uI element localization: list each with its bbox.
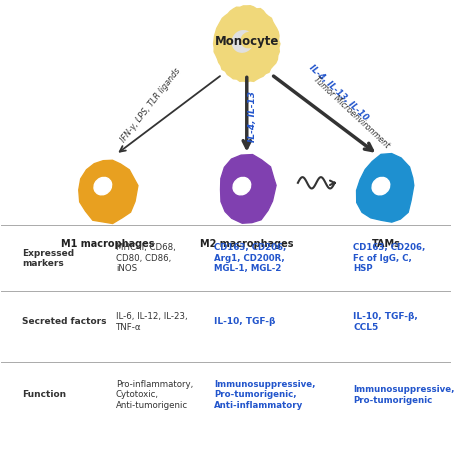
- Text: M1 macrophages: M1 macrophages: [61, 239, 155, 249]
- Text: IL-10, TGF-β,
CCL5: IL-10, TGF-β, CCL5: [353, 312, 418, 331]
- Ellipse shape: [232, 31, 253, 52]
- Text: Pro-inflammatory,
Cytotoxic,
Anti-tumorigenic: Pro-inflammatory, Cytotoxic, Anti-tumori…: [116, 380, 193, 410]
- Polygon shape: [214, 6, 280, 82]
- Ellipse shape: [372, 177, 390, 195]
- Text: IL-4, IL-13: IL-4, IL-13: [248, 91, 257, 142]
- Text: Function: Function: [22, 391, 66, 400]
- Text: IL-10, TGF-β: IL-10, TGF-β: [214, 317, 275, 326]
- Ellipse shape: [241, 32, 256, 48]
- Ellipse shape: [233, 177, 251, 195]
- Ellipse shape: [94, 177, 112, 195]
- Text: TAMs: TAMs: [372, 239, 400, 249]
- Polygon shape: [356, 154, 414, 222]
- Text: M2 macrophages: M2 macrophages: [200, 239, 293, 249]
- Text: Tumor Microenvironment: Tumor Microenvironment: [311, 74, 391, 150]
- Text: Immunosuppressive,
Pro-tumorigenic,
Anti-inflammatory: Immunosuppressive, Pro-tumorigenic, Anti…: [214, 380, 316, 410]
- Polygon shape: [79, 160, 138, 224]
- Text: Immunosuppressive,
Pro-tumorigenic: Immunosuppressive, Pro-tumorigenic: [353, 385, 455, 405]
- Text: Expressed
markers: Expressed markers: [22, 248, 74, 268]
- Text: IFN-γ, LPS, TLR ligands: IFN-γ, LPS, TLR ligands: [119, 66, 182, 144]
- Text: CD163, CD206,
Fc of IgG, C,
HSP: CD163, CD206, Fc of IgG, C, HSP: [353, 243, 426, 273]
- Text: CD163, CD206,
Arg1, CD200R,
MGL-1, MGL-2: CD163, CD206, Arg1, CD200R, MGL-1, MGL-2: [214, 243, 286, 273]
- Text: Monocyte: Monocyte: [215, 35, 279, 48]
- Text: Secreted factors: Secreted factors: [22, 317, 106, 326]
- Text: IL-4, IL-13, IL-10: IL-4, IL-13, IL-10: [308, 64, 370, 123]
- Text: IL-6, IL-12, IL-23,
TNF-α: IL-6, IL-12, IL-23, TNF-α: [116, 312, 188, 331]
- Polygon shape: [220, 155, 276, 223]
- Text: MHC-II, CD68,
CD80, CD86,
iNOS: MHC-II, CD68, CD80, CD86, iNOS: [116, 243, 176, 273]
